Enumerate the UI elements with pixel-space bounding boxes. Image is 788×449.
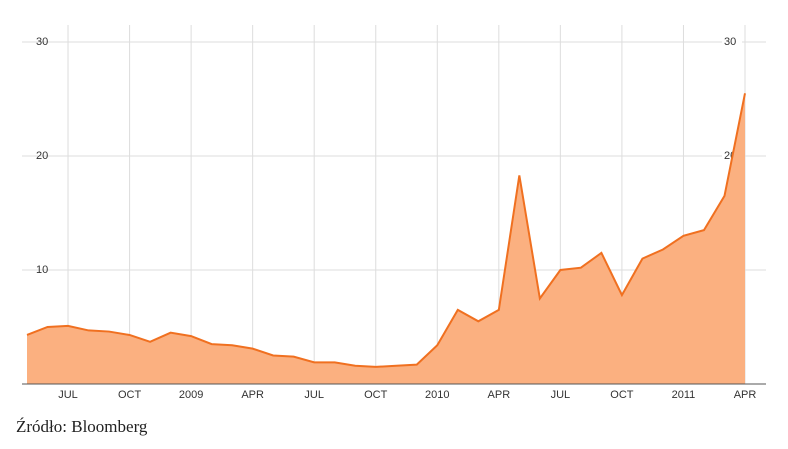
area <box>27 93 745 385</box>
x-tick-label: JUL <box>551 389 571 401</box>
x-tick-label: JUL <box>304 389 324 401</box>
x-tick-label: 2010 <box>425 389 449 401</box>
x-tick-label: OCT <box>118 389 142 401</box>
x-tick-label: 2009 <box>179 389 203 401</box>
y-tick-label-right: 30 <box>724 36 736 48</box>
x-tick-label: 2011 <box>672 389 696 401</box>
x-tick-label: APR <box>241 389 264 401</box>
x-tick-label: OCT <box>364 389 388 401</box>
source: Źródło: Bloomberg <box>16 417 148 436</box>
x-tick-label: JUL <box>58 389 78 401</box>
x-tick-label: APR <box>734 389 757 401</box>
y-tick-label: 30 <box>36 36 48 48</box>
x-tick-label: APR <box>488 389 511 401</box>
y-tick-label-bg <box>722 34 742 50</box>
y-tick-label: 10 <box>36 264 48 276</box>
y-tick-label: 20 <box>36 150 48 162</box>
x-tick-label: OCT <box>610 389 634 401</box>
line <box>26 93 746 368</box>
